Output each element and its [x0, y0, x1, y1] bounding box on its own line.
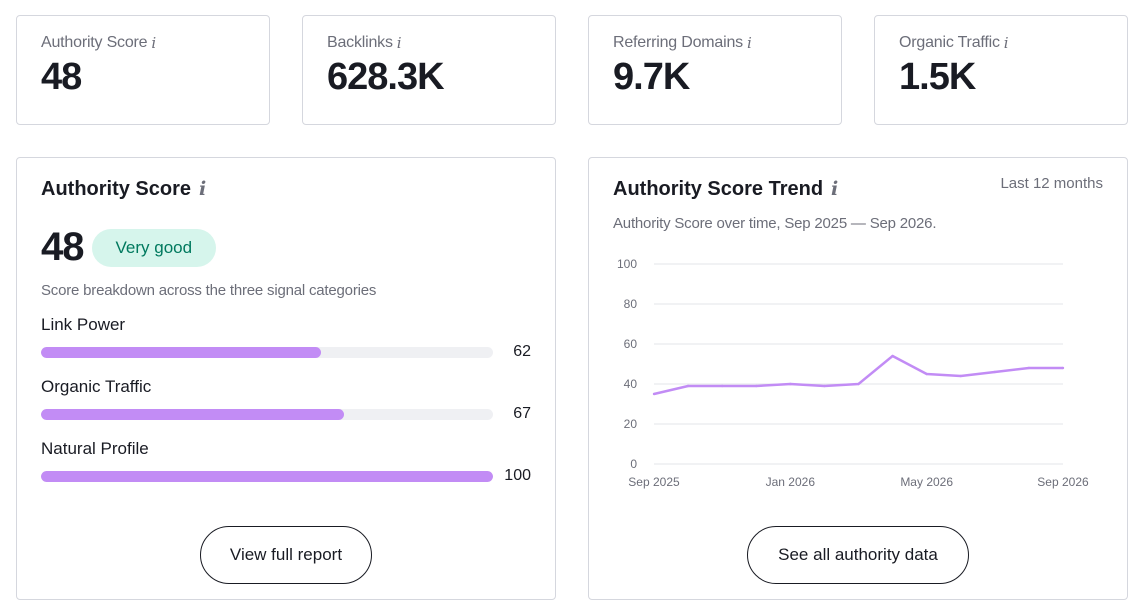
metric-value: 48: [41, 56, 82, 98]
trend-line-chart: 0 20 40 60 80 100 Sep 2025 Jan 2026 May 2026 Sep …: [617, 257, 1089, 489]
see-all-authority-data-button[interactable]: See all authority data: [747, 526, 969, 584]
metric-card-organic-traffic: Organic Traffic i 1.5K: [874, 15, 1128, 125]
data-point: [823, 384, 826, 388]
bar-label: Natural Profile: [41, 439, 149, 458]
bar-value: 62: [513, 343, 531, 360]
x-tick-label: Sep 2025: [628, 475, 680, 489]
metric-card-authority-score: Authority Score i 48: [16, 15, 270, 125]
info-icon[interactable]: i: [831, 178, 839, 200]
metric-value: 9.7K: [613, 56, 690, 98]
series-line: [653, 354, 1063, 396]
data-point: [925, 372, 928, 376]
y-tick-label: 80: [624, 297, 638, 311]
bar-label: Organic Traffic: [41, 377, 152, 396]
panel-title: Authority Score: [41, 178, 192, 200]
data-point: [652, 392, 656, 396]
info-icon[interactable]: i: [396, 33, 402, 52]
info-icon[interactable]: i: [746, 33, 752, 52]
progress-track: [41, 408, 493, 420]
period-label: Last 12 months: [1000, 175, 1103, 192]
x-tick-label: Sep 2026: [1037, 475, 1089, 489]
metric-value: 628.3K: [327, 56, 445, 98]
metric-card-referring-domains: Referring Domains i 9.7K: [588, 15, 842, 125]
y-tick-label: 60: [624, 337, 638, 351]
bar-item-organic-traffic: Organic Traffic 67: [41, 377, 531, 423]
data-point: [720, 384, 724, 388]
x-tick-label: Jan 2026: [766, 475, 816, 489]
x-tick-label: May 2026: [900, 475, 953, 489]
data-point: [857, 382, 860, 386]
data-point: [789, 382, 792, 386]
data-point: [891, 354, 894, 358]
status-badge: Very good: [91, 228, 217, 267]
info-icon[interactable]: i: [151, 33, 156, 52]
panel-title: Authority Score Trend: [613, 178, 824, 200]
bar-value: 67: [513, 405, 531, 422]
data-point: [1061, 366, 1065, 370]
authority-trend-panel: Authority Score Trend i Last 12 months A…: [588, 157, 1128, 600]
y-tick-label: 100: [617, 257, 637, 271]
data-point: [755, 384, 758, 388]
info-icon[interactable]: i: [1003, 33, 1009, 52]
data-point: [959, 374, 962, 378]
info-icon[interactable]: i: [199, 178, 207, 200]
data-point: [686, 384, 690, 388]
metric-value: 1.5K: [899, 56, 976, 98]
authority-score-value: 48: [41, 225, 84, 269]
data-point: [1027, 366, 1031, 370]
progress-fill: [41, 346, 322, 358]
y-tick-label: 0: [630, 457, 637, 471]
metric-label: Referring Domains: [613, 34, 743, 51]
metric-label: Backlinks: [327, 34, 393, 51]
bar-item-natural-profile: Natural Profile 100: [41, 439, 531, 485]
progress-track: [41, 470, 493, 482]
progress-track: [41, 346, 493, 358]
y-tick-label: 40: [624, 377, 638, 391]
bar-label: Link Power: [41, 315, 126, 334]
metric-label: Organic Traffic: [899, 34, 1000, 51]
metric-card-backlinks: Backlinks i 628.3K: [302, 15, 556, 125]
progress-fill: [41, 408, 344, 420]
authority-score-panel: Authority Score i 48 Very good Score bre…: [16, 157, 556, 600]
metric-label: Authority Score: [41, 34, 148, 51]
y-tick-label: 20: [624, 417, 638, 431]
breakdown-caption: Score breakdown across the three signal …: [41, 282, 377, 299]
data-point: [993, 370, 997, 374]
bar-item-link-power: Link Power 62: [41, 315, 531, 361]
chart-subtitle: Authority Score over time, Sep 2025 — Se…: [613, 215, 937, 232]
view-full-report-button[interactable]: View full report: [200, 526, 372, 584]
bar-value: 100: [504, 467, 531, 484]
progress-fill: [41, 470, 493, 482]
